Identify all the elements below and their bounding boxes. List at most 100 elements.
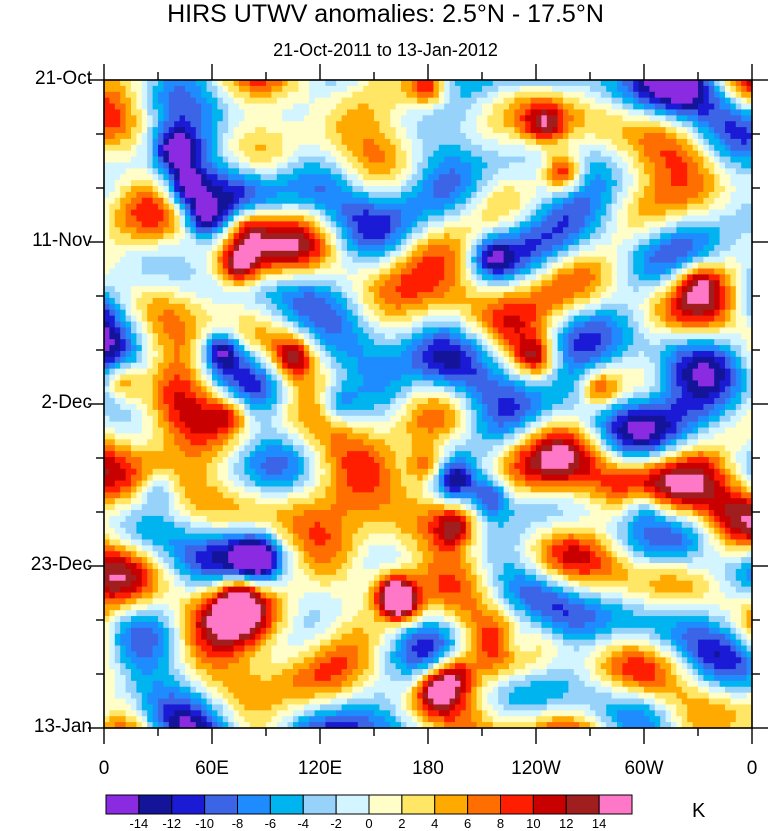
heat-cell xyxy=(190,250,197,258)
heat-cell xyxy=(158,297,164,305)
heat-cell xyxy=(627,150,634,158)
heat-cell xyxy=(125,197,132,205)
heat-cell xyxy=(168,133,175,140)
heat-cell xyxy=(671,91,677,99)
heat-cell xyxy=(546,162,553,169)
heat-cell xyxy=(703,309,710,317)
heat-cell xyxy=(546,180,553,187)
heat-cell xyxy=(266,244,272,252)
heat-cell xyxy=(282,209,289,217)
heat-cell xyxy=(384,250,391,258)
heat-cell xyxy=(314,268,321,275)
heat-cell xyxy=(487,85,494,93)
heat-cell xyxy=(303,180,310,187)
heat-cell xyxy=(487,180,494,187)
heat-cell xyxy=(276,121,283,128)
heat-cell xyxy=(190,191,197,199)
heat-cell xyxy=(352,203,359,211)
heat-cell xyxy=(714,315,721,323)
heat-cell xyxy=(141,85,148,93)
heat-cell xyxy=(287,233,294,240)
heat-cell xyxy=(320,268,326,275)
heat-cell xyxy=(125,292,132,299)
heat-cell xyxy=(244,286,251,293)
heat-cell xyxy=(708,121,715,128)
heat-cell xyxy=(120,91,127,99)
heat-cell xyxy=(622,97,629,105)
heat-cell xyxy=(401,221,407,228)
heat-cell xyxy=(293,227,299,234)
heat-cell xyxy=(244,91,251,99)
heat-cell xyxy=(276,209,283,217)
heat-cell xyxy=(428,186,434,193)
heat-cell xyxy=(492,274,499,281)
heat-cell xyxy=(714,262,721,270)
heat-cell xyxy=(665,80,672,87)
heat-cell xyxy=(633,209,640,217)
heat-cell xyxy=(152,127,159,134)
heat-cell xyxy=(714,244,721,252)
heat-cell xyxy=(406,144,413,152)
heat-cell xyxy=(611,256,618,264)
heat-cell xyxy=(347,209,353,217)
heat-cell xyxy=(536,197,542,205)
heat-cell xyxy=(617,103,623,111)
heat-cell xyxy=(741,197,748,205)
heat-cell xyxy=(536,239,542,246)
heat-cell xyxy=(725,156,731,164)
heat-cell xyxy=(363,144,370,152)
heat-cell xyxy=(557,97,564,105)
heat-cell xyxy=(406,321,413,329)
heat-cell xyxy=(325,133,332,140)
heat-cell xyxy=(563,203,569,211)
heat-cell xyxy=(487,103,494,111)
heat-cell xyxy=(222,244,229,252)
heat-cell xyxy=(644,144,650,152)
heat-cell xyxy=(433,315,440,323)
heat-cell xyxy=(239,156,245,164)
heat-cell xyxy=(676,280,683,287)
heat-cell xyxy=(201,156,208,164)
heat-cell xyxy=(568,180,575,187)
heat-cell xyxy=(741,127,748,134)
heat-cell xyxy=(725,109,731,116)
heat-cell xyxy=(255,156,262,164)
heat-cell xyxy=(357,256,364,264)
heat-cell xyxy=(600,162,607,169)
heat-cell xyxy=(320,256,326,264)
heat-cell xyxy=(384,80,391,87)
heat-cell xyxy=(600,256,607,264)
heat-cell xyxy=(735,292,742,299)
heat-cell xyxy=(125,268,132,275)
heat-cell xyxy=(514,150,521,158)
heat-cell xyxy=(638,209,645,217)
heat-cell xyxy=(104,274,110,281)
heat-cell xyxy=(455,127,461,134)
heat-cell xyxy=(411,156,418,164)
heat-cell xyxy=(606,309,613,317)
heat-cell xyxy=(158,162,164,169)
heat-cell xyxy=(406,227,413,234)
heat-cell xyxy=(276,103,283,111)
heat-cell xyxy=(714,174,721,181)
heat-cell xyxy=(530,197,537,205)
heat-cell xyxy=(590,209,596,217)
heat-cell xyxy=(455,250,461,258)
heat-cell xyxy=(660,115,667,122)
heat-cell xyxy=(433,115,440,122)
heat-cell xyxy=(465,227,472,234)
heat-cell xyxy=(444,115,451,122)
heat-cell xyxy=(395,274,402,281)
heat-cell xyxy=(352,121,359,128)
heat-cell xyxy=(438,168,445,175)
heat-cell xyxy=(244,239,251,246)
heat-cell xyxy=(401,168,407,175)
heat-cell xyxy=(212,315,218,323)
heat-cell xyxy=(660,109,667,116)
heat-cell xyxy=(460,321,467,329)
heat-cell xyxy=(579,274,586,281)
heat-cell xyxy=(649,156,656,164)
heat-cell xyxy=(590,109,596,116)
heat-cell xyxy=(687,256,694,264)
heat-cell xyxy=(417,292,424,299)
